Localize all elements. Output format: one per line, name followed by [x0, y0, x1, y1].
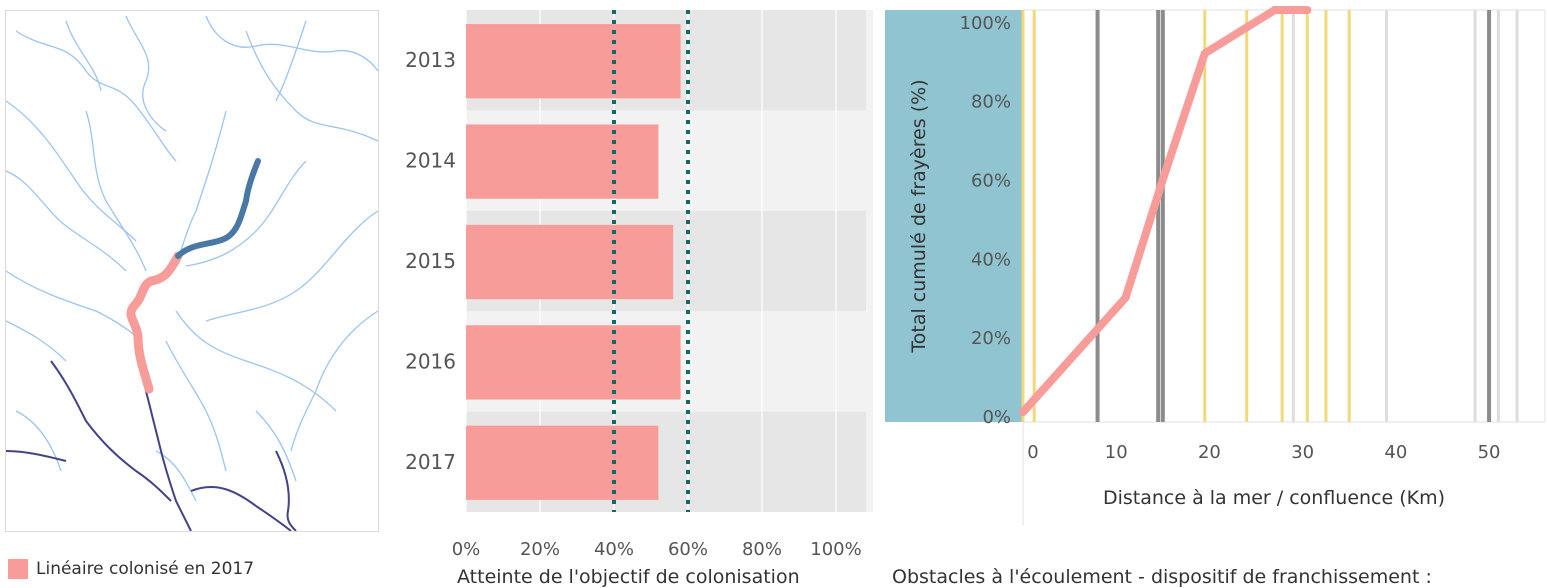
y-axis-panel	[885, 10, 1023, 422]
line-x-tick-label: 50	[1478, 442, 1501, 463]
bar-2017	[466, 425, 659, 500]
line-y-axis-label: Total cumulé de frayères (%)	[908, 79, 930, 353]
tributary-rivers	[5, 15, 379, 502]
river-map	[5, 10, 379, 532]
legend-label: Linéaire colonisé en 2017	[36, 559, 255, 579]
line-x-tick-label: 0	[1027, 442, 1038, 463]
bar-2016	[466, 325, 681, 400]
line-y-tick-label: 0%	[982, 407, 1011, 428]
line-x-tick-label: 30	[1291, 442, 1314, 463]
bar-x-tick-label: 60%	[668, 539, 708, 560]
line-plot-area	[1022, 9, 1546, 423]
spawning-line-chart: 0% 20% 40% 60% 80% 100% 0 10 20 30 40 50 Total cumul…	[885, 6, 1546, 525]
colonization-bar-chart: 2013 2014 2015 2016 2017 0% 20% 40% 60% 80% 100%	[405, 10, 873, 560]
cumulative-spawning-line	[1019, 6, 1312, 417]
bar-category-label: 2013	[405, 48, 456, 72]
line-x-tick-label: 20	[1198, 442, 1221, 463]
bar-2015	[466, 224, 674, 300]
map-legend: Linéaire colonisé en 2017	[8, 559, 254, 579]
bar-x-tick-label: 0%	[452, 539, 481, 560]
bar-x-tick-label: 20%	[520, 539, 560, 560]
line-y-tick-label: 80%	[971, 92, 1011, 113]
bar-2014	[466, 124, 659, 199]
line-y-tick-label: 100%	[960, 13, 1011, 34]
line-x-tick-label: 10	[1105, 442, 1128, 463]
bar-category-label: 2015	[405, 249, 456, 273]
bar-category-label: 2017	[405, 450, 456, 474]
line-x-axis-label: Distance à la mer / confluence (Km)	[1103, 487, 1445, 509]
line-y-tick-label: 20%	[971, 328, 1011, 349]
line-x-tick-label: 40	[1384, 442, 1407, 463]
legend-swatch	[8, 559, 28, 579]
colonized-river-stretch	[126, 251, 183, 394]
bar-x-tick-label: 80%	[742, 539, 782, 560]
bar-category-label: 2016	[405, 349, 456, 373]
river-map-drawing	[5, 15, 379, 532]
line-y-tick-label: 60%	[971, 170, 1011, 191]
bar-x-tick-label: 40%	[594, 539, 634, 560]
main-river-downstream	[5, 360, 297, 532]
upstream-river-stretch	[175, 158, 261, 259]
bar-category-label: 2014	[405, 149, 456, 173]
bar-chart-xlabel: Atteinte de l'objectif de colonisation	[457, 566, 800, 588]
bar-2013	[466, 24, 681, 99]
line-chart-footer: Obstacles à l'écoulement - dispositif de…	[892, 566, 1432, 588]
bar-x-tick-label: 100%	[810, 539, 861, 560]
line-y-tick-label: 40%	[971, 249, 1011, 270]
